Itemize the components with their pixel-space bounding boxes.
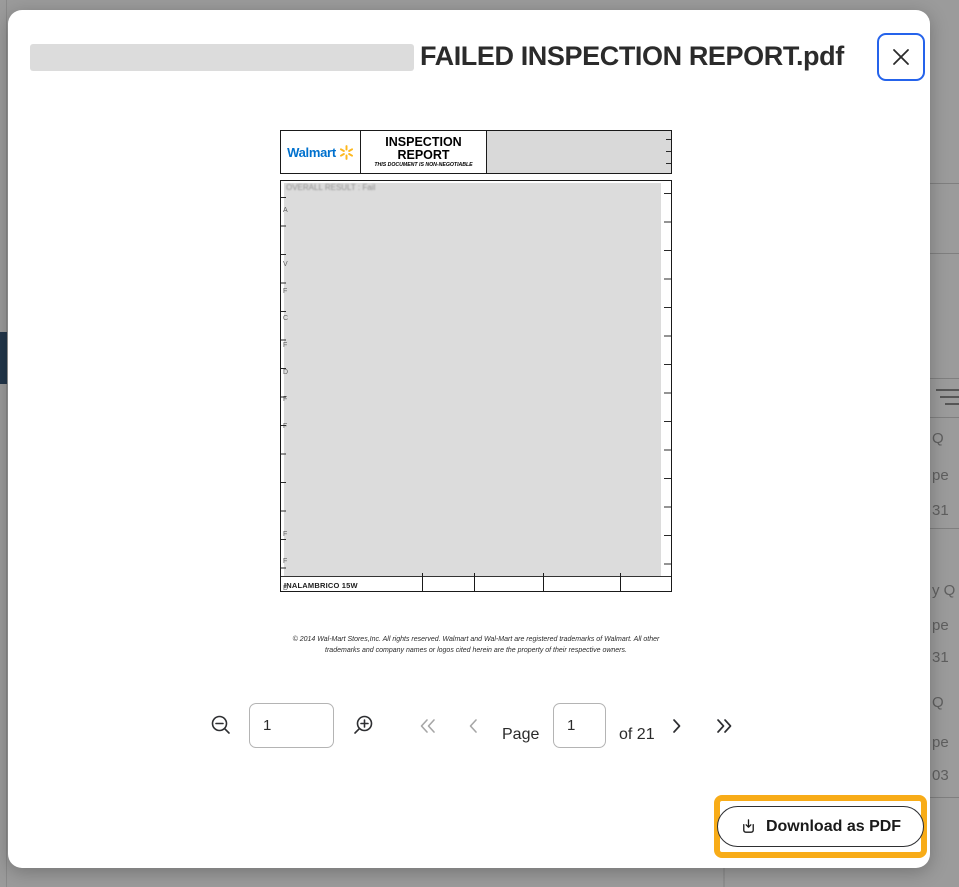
close-button[interactable]: [877, 33, 925, 81]
pdf-header-row-ticks: [666, 139, 671, 167]
pdf-header-redacted-cell: [487, 131, 671, 173]
background-left-divider: [6, 0, 7, 887]
background-row-divider: [928, 528, 959, 529]
background-text-fragment: pe: [932, 617, 949, 634]
next-page-button[interactable]: [664, 714, 688, 738]
background-row-divider: [928, 797, 959, 798]
background-row-divider: [928, 378, 959, 379]
background-text-fragment: y Q: [932, 582, 956, 599]
pdf-bottom-row-border: [281, 576, 671, 577]
download-button-label: Download as PDF: [765, 817, 902, 835]
pdf-column-divider: [422, 573, 423, 591]
page-total-label: of 21: [619, 726, 655, 743]
pdf-overall-result-text: OVERALL RESULT : Fail: [286, 183, 376, 192]
zoom-level-input[interactable]: [249, 703, 334, 748]
pdf-row-ticks-right: [664, 193, 671, 577]
download-annotation-highlight: Download as PDF: [714, 795, 927, 858]
background-row-divider: [928, 183, 959, 184]
pdf-report-subtitle: THIS DOCUMENT IS NON-NEGOTIABLE: [374, 162, 473, 168]
background-text-fragment: 31: [932, 502, 949, 519]
first-page-icon: [420, 719, 435, 733]
pdf-row-ticks-left: [281, 197, 286, 575]
background-text-fragment: 31: [932, 649, 949, 666]
pdf-report-title-line1: INSPECTION: [385, 135, 462, 149]
previous-page-icon: [469, 719, 477, 733]
background-row-divider: [928, 253, 959, 254]
pdf-preview-modal: FAILED INSPECTION REPORT.pdf Walmart: [8, 10, 930, 868]
pdf-copyright-line2: trademarks and company names or logos ci…: [325, 646, 627, 654]
last-page-icon: [717, 719, 732, 733]
first-page-button[interactable]: [416, 714, 440, 738]
pdf-column-divider: [620, 573, 621, 591]
background-text-fragment: 03: [932, 767, 949, 784]
background-text-fragment: Q: [932, 694, 944, 711]
pdf-copyright-line1: © 2014 Wal-Mart Stores,Inc. All rights r…: [292, 636, 660, 643]
pdf-body-redacted-block: [284, 183, 661, 577]
background-row-divider: [928, 417, 959, 418]
background-sidebar-fragment: [0, 332, 7, 384]
zoom-out-button[interactable]: [209, 713, 233, 737]
filter-icon: [936, 389, 959, 405]
next-page-icon: [673, 719, 681, 733]
pdf-column-divider: [543, 573, 544, 591]
title-redacted-block: [30, 44, 414, 71]
background-table-divider: [723, 866, 725, 887]
walmart-wordmark: Walmart: [287, 144, 336, 160]
last-page-button[interactable]: [712, 714, 736, 738]
zoom-in-button[interactable]: [351, 713, 375, 737]
pdf-report-title-line2: REPORT: [397, 147, 450, 162]
download-icon: [743, 819, 754, 833]
walmart-spark-icon: [339, 144, 353, 160]
zoom-in-icon: [354, 715, 373, 734]
background-text-fragment: pe: [932, 734, 949, 751]
pdf-report-title-cell: INSPECTION REPORT THIS DOCUMENT IS NON-N…: [361, 131, 487, 173]
pdf-copyright: © 2014 Wal-Mart Stores,Inc. All rights r…: [256, 635, 696, 656]
background-text-fragment: pe: [932, 467, 949, 484]
pdf-header-table: Walmart INSPECTION REPORT THIS DOCUMENT …: [280, 130, 672, 174]
modal-title: FAILED INSPECTION REPORT.pdf: [420, 41, 844, 71]
zoom-out-icon: [211, 715, 230, 734]
background-text-fragment: Q: [932, 430, 944, 447]
download-as-pdf-button[interactable]: Download as PDF: [716, 806, 925, 847]
pdf-bottom-row-text: INALAMBRICO 15W: [284, 581, 358, 590]
pdf-body-table: OVERALL RESULT : Fail A V F C F D F F F …: [280, 180, 672, 592]
previous-page-button[interactable]: [462, 714, 486, 738]
close-icon: [893, 49, 909, 65]
page-number-input[interactable]: [553, 703, 606, 748]
pdf-walmart-logo: Walmart: [281, 131, 361, 173]
page-label: Page: [502, 726, 540, 743]
pdf-column-divider: [474, 573, 475, 591]
